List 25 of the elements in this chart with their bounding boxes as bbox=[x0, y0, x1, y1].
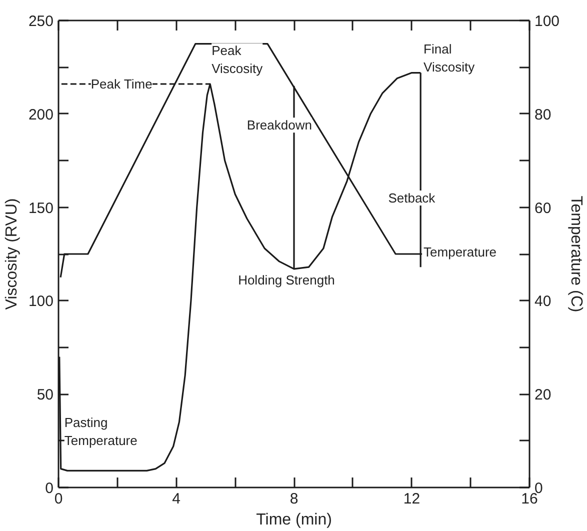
x-tick-label: 12 bbox=[403, 490, 420, 508]
y2-tick-label: 80 bbox=[534, 106, 552, 124]
y-tick-label: 250 bbox=[28, 13, 54, 30]
y-tick-label: 100 bbox=[28, 293, 54, 310]
y-tick-label: 0 bbox=[45, 480, 54, 497]
y-tick-label: 50 bbox=[36, 386, 54, 404]
y-tick-label: 150 bbox=[28, 200, 54, 217]
annotation: Peak Time bbox=[90, 76, 152, 92]
x-tick-label: 4 bbox=[172, 490, 180, 508]
x-tick-label: 8 bbox=[290, 490, 298, 508]
y-tick-label: 200 bbox=[28, 106, 54, 124]
y2-axis-title: Temperature (C) bbox=[568, 196, 585, 312]
y2-tick-label: 40 bbox=[534, 293, 552, 310]
y2-tick-label: 60 bbox=[534, 200, 552, 217]
annotation: Breakdown bbox=[246, 118, 312, 133]
annotation: Peak Viscosity bbox=[212, 43, 264, 76]
annotation: Final Viscosity bbox=[424, 41, 476, 74]
x-axis-title: Time (min) bbox=[256, 512, 332, 528]
annotation: Holding Strength bbox=[238, 272, 335, 288]
y2-tick-label: 20 bbox=[534, 386, 552, 404]
annotation: Temperature bbox=[424, 244, 497, 260]
annotation: Setback bbox=[388, 190, 436, 206]
y-axis-title: Viscosity (RVU) bbox=[3, 198, 20, 310]
annotation: Pasting Temperature bbox=[64, 414, 138, 448]
y2-tick-label: 100 bbox=[534, 13, 560, 30]
